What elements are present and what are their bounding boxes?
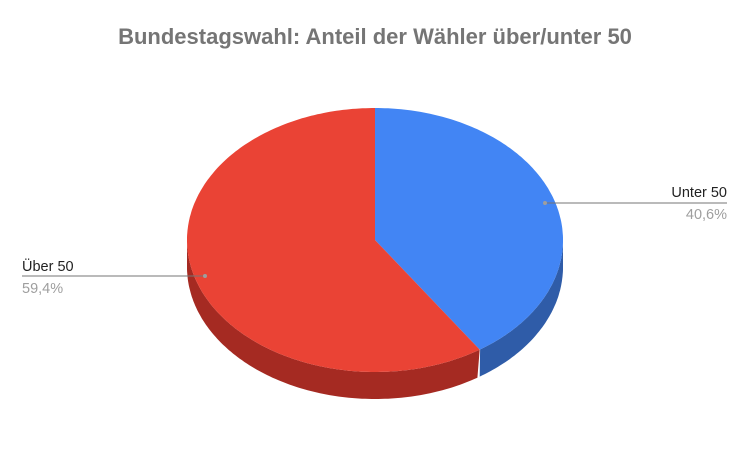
pie-labels: Unter 50 40,6% Über 50 59,4% — [22, 185, 727, 297]
slice-side-ueber-50 — [187, 241, 480, 399]
slice-value-ueber-50: 59,4% — [22, 281, 63, 297]
chart-title: Bundestagswahl: Anteil der Wähler über/u… — [118, 24, 632, 49]
slice-label-ueber-50: Über 50 — [22, 257, 74, 275]
slice-side-unter-50 — [479, 240, 563, 377]
slice-unter-50[interactable] — [375, 108, 563, 350]
slice-ueber-50[interactable] — [187, 108, 480, 372]
leader-dot-unter-50 — [543, 201, 547, 205]
slice-label-unter-50: Unter 50 — [671, 185, 727, 201]
slice-value-unter-50: 40,6% — [686, 207, 727, 223]
pie-tops — [187, 108, 563, 372]
leader-dot-ueber-50 — [203, 274, 207, 278]
pie-sides — [187, 240, 563, 399]
